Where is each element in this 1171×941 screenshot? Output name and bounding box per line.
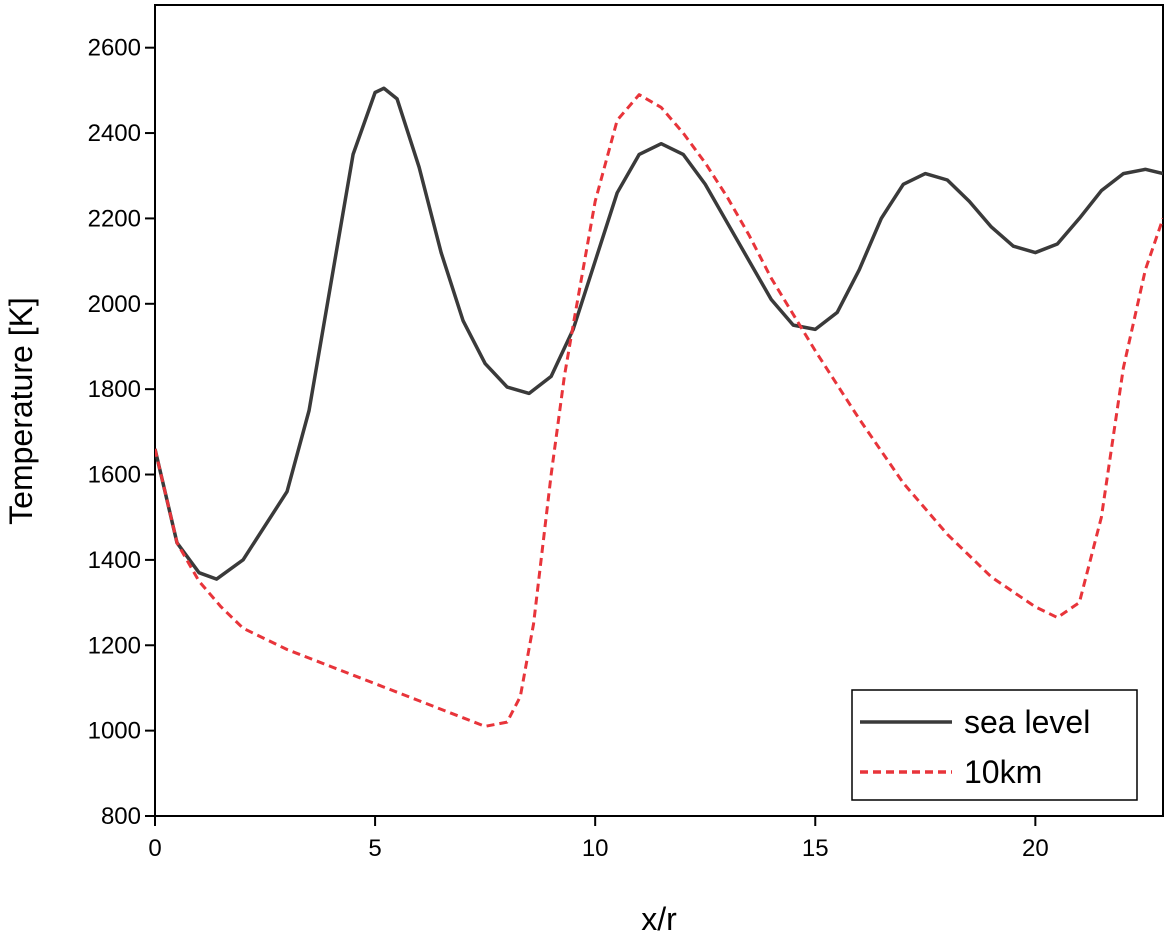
plot-frame bbox=[154, 4, 1164, 817]
y-tick-label: 2000 bbox=[88, 291, 141, 318]
x-tick-label: 5 bbox=[368, 835, 381, 862]
x-tick-label: 10 bbox=[582, 835, 609, 862]
legend-box bbox=[851, 689, 1138, 801]
legend-label: 10km bbox=[964, 754, 1042, 790]
series-line bbox=[155, 86, 1163, 581]
y-tick-label: 1800 bbox=[88, 376, 141, 403]
series-line bbox=[155, 93, 1163, 728]
y-tick-label: 1600 bbox=[88, 462, 141, 489]
x-tick-label: 0 bbox=[148, 835, 161, 862]
y-tick-label: 1200 bbox=[88, 632, 141, 659]
y-tick-label: 800 bbox=[101, 803, 141, 830]
y-tick-label: 2600 bbox=[88, 35, 141, 62]
y-tick-label: 2200 bbox=[88, 205, 141, 232]
y-tick-label: 1400 bbox=[88, 547, 141, 574]
y-tick-label: 2400 bbox=[88, 120, 141, 147]
y-tick-label: 1000 bbox=[88, 718, 141, 745]
y-axis-title: Temperature [K] bbox=[3, 297, 39, 525]
x-tick-label: 20 bbox=[1022, 835, 1049, 862]
x-axis-title: x/r bbox=[641, 901, 677, 937]
x-tick-label: 15 bbox=[802, 835, 829, 862]
legend-label: sea level bbox=[964, 704, 1090, 740]
